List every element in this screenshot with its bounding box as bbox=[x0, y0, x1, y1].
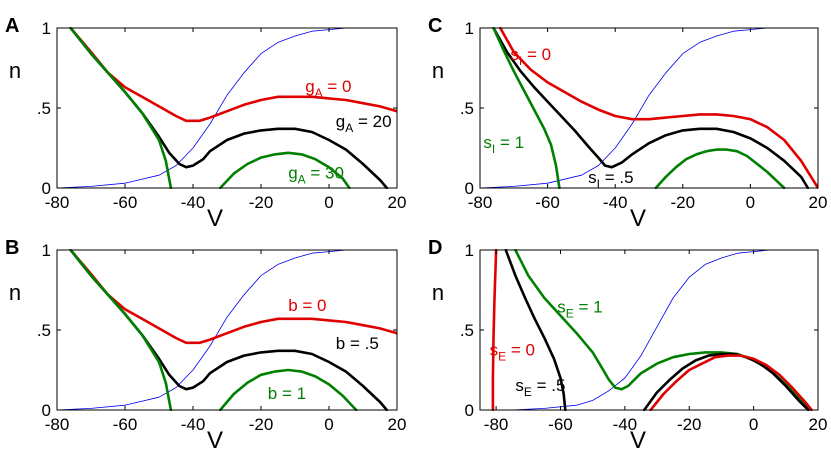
panel-letter: C bbox=[428, 15, 442, 37]
x-tick-label: 0 bbox=[746, 193, 755, 212]
x-tick-label: 0 bbox=[749, 415, 758, 434]
x-tick-label: -60 bbox=[113, 193, 138, 212]
x-tick-label: 20 bbox=[809, 193, 828, 212]
curve-annotation: b = 1 bbox=[268, 384, 306, 403]
axes-frame bbox=[56, 249, 398, 411]
series-line bbox=[69, 27, 397, 123]
x-tick-label: 20 bbox=[388, 193, 407, 212]
y-axis-label: n bbox=[9, 58, 21, 83]
series-line bbox=[69, 249, 173, 411]
curve-annotation: sE = 0 bbox=[490, 341, 535, 364]
curve-annotation: sE = 1 bbox=[557, 297, 602, 320]
axes-frame bbox=[56, 27, 398, 189]
x-tick-label: 20 bbox=[809, 415, 828, 434]
y-tick-label: .5 bbox=[37, 321, 51, 340]
series-group bbox=[480, 27, 818, 189]
x-tick-label: -60 bbox=[113, 415, 138, 434]
curve-annotation: sI = 0 bbox=[510, 45, 551, 68]
series-line bbox=[69, 249, 397, 345]
curve-annotation: gA = 20 bbox=[336, 112, 392, 135]
series-group bbox=[57, 249, 397, 411]
x-axis-label: V bbox=[207, 205, 223, 232]
x-tick-label: -20 bbox=[677, 415, 702, 434]
curve-annotation: sE = .5 bbox=[515, 376, 565, 399]
x-tick-label: -20 bbox=[249, 415, 274, 434]
x-axis-label: V bbox=[630, 427, 646, 454]
series-line bbox=[480, 249, 818, 411]
x-tick-label: -40 bbox=[181, 193, 206, 212]
y-tick-label: 0 bbox=[42, 401, 51, 420]
panel-a: A -80 -60 -40 -20 0 20 0 .5 1 Vn gA = 0 gA = 20 gA = … bbox=[5, 15, 406, 232]
x-tick-label: -80 bbox=[45, 193, 70, 212]
series-line bbox=[57, 27, 397, 189]
y-tick-label: 0 bbox=[42, 179, 51, 198]
curve-annotation: gA = 0 bbox=[305, 77, 351, 100]
series-line bbox=[642, 352, 810, 411]
panel-b: B -80 -60 -40 -20 0 20 0 .5 1 Vn b = 0 b = .5 b = 1 bbox=[5, 237, 406, 454]
series-line bbox=[218, 151, 351, 189]
y-axis-label: n bbox=[432, 58, 444, 83]
x-tick-label: -60 bbox=[548, 415, 573, 434]
series-line bbox=[57, 249, 397, 411]
curve-annotation: b = 0 bbox=[288, 296, 326, 315]
series-line bbox=[654, 148, 786, 189]
series-group bbox=[480, 249, 818, 411]
y-tick-label: 1 bbox=[42, 241, 51, 260]
curve-annotation: sI = 1 bbox=[483, 133, 524, 156]
x-tick-label: 0 bbox=[324, 415, 333, 434]
x-tick-label: -20 bbox=[249, 193, 274, 212]
series-line bbox=[499, 27, 818, 189]
x-tick-label: -80 bbox=[484, 415, 509, 434]
y-tick-label: .5 bbox=[37, 99, 51, 118]
series-line bbox=[504, 249, 567, 411]
panel-letter: D bbox=[428, 237, 442, 259]
x-tick-label: -80 bbox=[45, 415, 70, 434]
curve-annotation: gA = 30 bbox=[288, 163, 344, 186]
series-line bbox=[491, 249, 498, 411]
y-axis-label: n bbox=[432, 280, 444, 305]
panel-letter: B bbox=[5, 237, 19, 259]
y-tick-label: 0 bbox=[465, 401, 474, 420]
series-line bbox=[492, 27, 810, 189]
x-tick-label: -20 bbox=[671, 193, 696, 212]
x-tick-label: 20 bbox=[388, 415, 407, 434]
x-tick-label: -40 bbox=[603, 193, 628, 212]
series-line bbox=[492, 27, 561, 189]
series-line bbox=[480, 27, 818, 189]
panel-letter: A bbox=[5, 15, 19, 37]
y-tick-label: 1 bbox=[465, 19, 474, 38]
y-tick-label: 0 bbox=[465, 179, 474, 198]
y-tick-label: .5 bbox=[460, 321, 474, 340]
x-tick-label: -80 bbox=[468, 193, 493, 212]
y-tick-label: 1 bbox=[42, 19, 51, 38]
series-line bbox=[218, 368, 358, 411]
curve-annotation: b = .5 bbox=[336, 334, 379, 353]
series-group bbox=[57, 27, 397, 189]
y-axis-label: n bbox=[9, 280, 21, 305]
series-line bbox=[69, 27, 173, 189]
y-tick-label: 1 bbox=[465, 241, 474, 260]
panel-d: D -80 -60 -40 -20 0 20 0 .5 1 Vn sE = 1 sE = 0 sE = .… bbox=[428, 237, 827, 454]
x-tick-label: -60 bbox=[535, 193, 560, 212]
x-tick-label: 0 bbox=[324, 193, 333, 212]
x-axis-label: V bbox=[207, 427, 223, 454]
x-axis-label: V bbox=[630, 205, 646, 232]
y-tick-label: .5 bbox=[460, 99, 474, 118]
x-tick-label: -40 bbox=[613, 415, 638, 434]
series-line bbox=[69, 249, 389, 411]
panel-c: C -80 -60 -40 -20 0 20 0 .5 1 Vn sI = 0 sI = 1 sI = .… bbox=[428, 15, 827, 232]
x-tick-label: -40 bbox=[181, 415, 206, 434]
series-line bbox=[649, 354, 813, 411]
curve-annotation: sI = .5 bbox=[588, 168, 633, 191]
